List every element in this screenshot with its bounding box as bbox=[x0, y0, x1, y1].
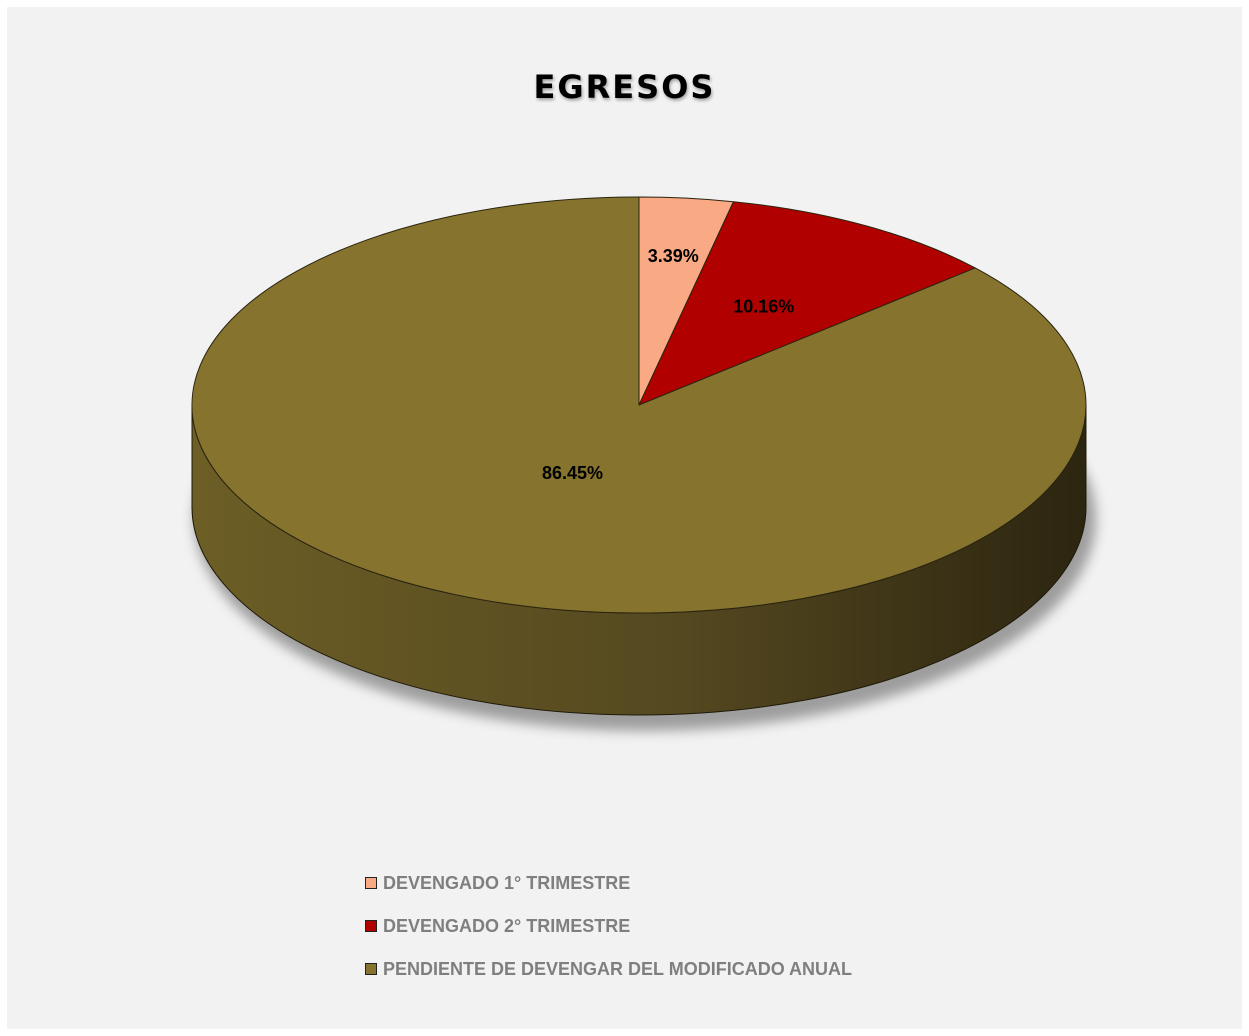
pie-slice-pending[interactable] bbox=[191, 196, 1087, 614]
legend-item-q2[interactable]: DEVENGADO 2° TRIMESTRE bbox=[365, 915, 852, 937]
legend-label-pending: PENDIENTE DE DEVENGAR DEL MODIFICADO ANU… bbox=[383, 958, 853, 979]
legend-swatch-q2 bbox=[365, 920, 377, 932]
legend-label-q1: DEVENGADO 1° TRIMESTRE bbox=[383, 872, 631, 893]
chart-title: EGRESOS bbox=[533, 68, 716, 106]
legend-label-q2: DEVENGADO 2° TRIMESTRE bbox=[383, 915, 631, 936]
data-label-q1: 3.39% bbox=[648, 246, 699, 266]
legend: DEVENGADO 1° TRIMESTRE DEVENGADO 2° TRIM… bbox=[365, 872, 852, 1001]
legend-item-pending[interactable]: PENDIENTE DE DEVENGAR DEL MODIFICADO ANU… bbox=[365, 958, 852, 980]
legend-swatch-q1 bbox=[365, 877, 377, 889]
data-label-q2: 10.16% bbox=[733, 296, 794, 316]
data-label-pending: 86.45% bbox=[542, 463, 603, 483]
pie-slice-q2[interactable] bbox=[638, 201, 976, 406]
legend-item-q1[interactable]: DEVENGADO 1° TRIMESTRE bbox=[365, 872, 852, 894]
legend-swatch-pending bbox=[365, 963, 377, 975]
